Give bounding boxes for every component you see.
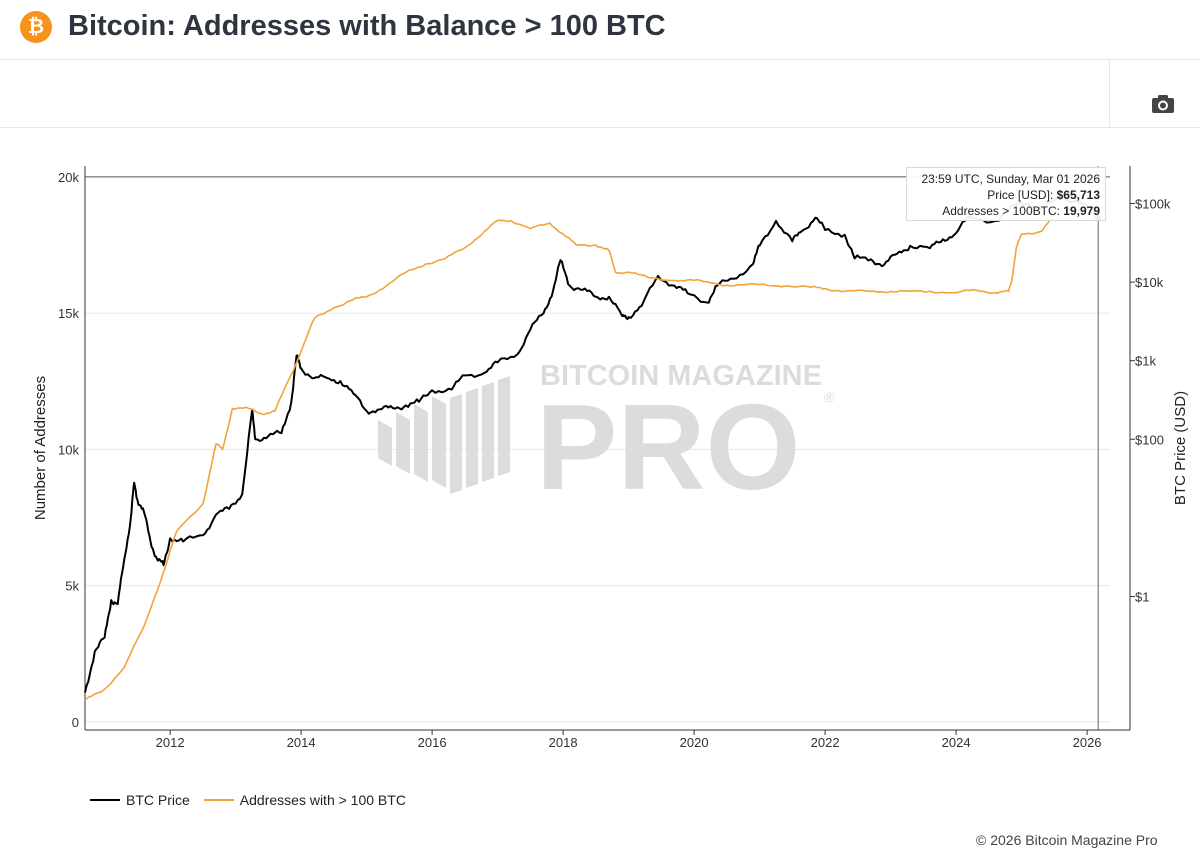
chart-legend: BTC Price Addresses with > 100 BTC [90, 792, 420, 808]
y-tick-label: 5k [65, 579, 79, 594]
x-tick-label: 2016 [418, 735, 447, 750]
legend-item-btc-price[interactable]: BTC Price [90, 792, 190, 808]
y-tick-label: 0 [72, 715, 79, 730]
y-tick-label: 10k [58, 442, 79, 457]
y2-tick-label: $1k [1135, 354, 1156, 369]
tooltip-addresses-row: Addresses > 100BTC: 19,979 [912, 203, 1100, 219]
y-axis-title: Number of Addresses [32, 376, 49, 520]
y2-tick-label: $100 [1135, 432, 1164, 447]
y-tick-label: 20k [58, 170, 79, 185]
series-line-btc-price [84, 196, 1099, 693]
watermark: BITCOIN MAGAZINE PRO ® [378, 360, 835, 515]
x-tick-label: 2014 [287, 735, 316, 750]
x-tick-label: 2020 [680, 735, 709, 750]
watermark-line1: BITCOIN MAGAZINE [540, 360, 822, 392]
legend-swatch-btc-price [90, 799, 120, 801]
tooltip-price-label: Price [USD]: [987, 188, 1054, 202]
legend-label-addresses: Addresses with > 100 BTC [239, 792, 406, 808]
x-tick-label: 2024 [942, 735, 971, 750]
tooltip-addresses-value: 19,979 [1063, 204, 1100, 218]
tooltip-timestamp: 23:59 UTC, Sunday, Mar 01 2026 [921, 172, 1100, 186]
page-title: Bitcoin: Addresses with Balance > 100 BT… [68, 10, 666, 42]
watermark-bars-icon [378, 376, 510, 494]
chart-toolbar [0, 60, 1200, 128]
watermark-line2: PRO [536, 379, 800, 515]
hover-tooltip: 23:59 UTC, Sunday, Mar 01 2026 Price [US… [906, 167, 1106, 221]
x-tick-label: 2018 [549, 735, 578, 750]
bitcoin-logo-glyph: ₿ [27, 16, 45, 38]
legend-label-btc-price: BTC Price [126, 792, 190, 808]
bitcoin-logo-icon: ₿ [20, 11, 52, 43]
y2-tick-label: $1 [1135, 589, 1149, 604]
tooltip-price-value: $65,713 [1056, 188, 1100, 202]
series-line-addresses [84, 170, 1099, 701]
x-tick-label: 2012 [156, 735, 185, 750]
camera-icon[interactable] [1150, 92, 1176, 116]
y-tick-label: 15k [58, 306, 79, 321]
watermark-registered: ® [824, 389, 835, 405]
y2-tick-label: $10k [1135, 275, 1164, 290]
copyright-footer: © 2026 Bitcoin Magazine Pro [976, 832, 1158, 848]
page-header: ₿ Bitcoin: Addresses with Balance > 100 … [0, 0, 1200, 60]
y2-axis-title: BTC Price (USD) [1172, 391, 1189, 505]
y2-tick-label: $100k [1135, 196, 1171, 211]
tooltip-addresses-label: Addresses > 100BTC: [942, 204, 1060, 218]
x-tick-label: 2022 [811, 735, 840, 750]
x-tick-label: 2026 [1073, 735, 1102, 750]
legend-item-addresses[interactable]: Addresses with > 100 BTC [203, 792, 406, 808]
toolbar-divider [1109, 60, 1110, 127]
legend-swatch-addresses [203, 799, 234, 801]
tooltip-price-row: Price [USD]: $65,713 [912, 187, 1100, 203]
